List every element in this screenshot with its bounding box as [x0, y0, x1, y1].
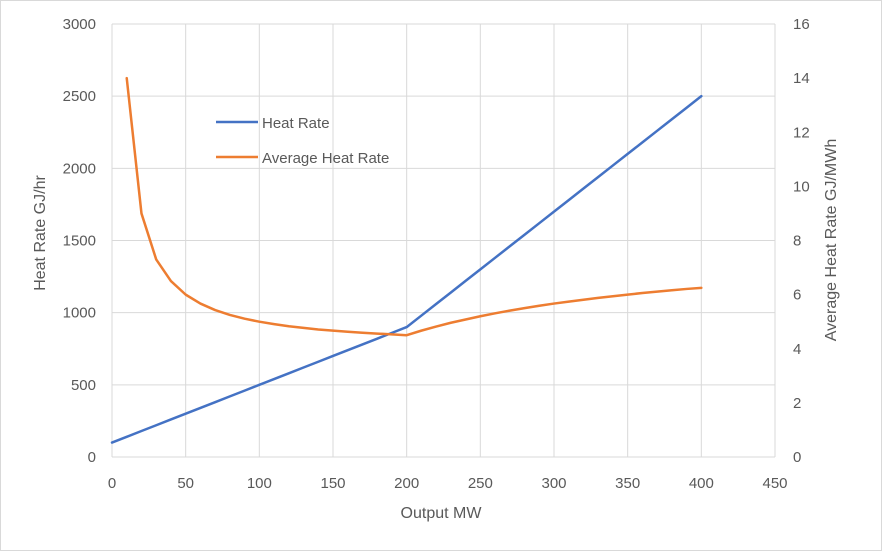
x-tick-label-1: 50 — [177, 475, 194, 492]
x-tick-label-5: 250 — [468, 475, 493, 492]
x-tick-label-0: 0 — [108, 475, 116, 492]
y-tick-labels: 0 500 1000 1500 2000 2500 3000 — [63, 16, 96, 466]
y2-tick-label-3: 6 — [793, 287, 801, 304]
x-tick-label-8: 400 — [689, 475, 714, 492]
y-tick-label-3: 1500 — [63, 233, 96, 250]
y2-tick-label-0: 0 — [793, 449, 801, 466]
y-tick-label-4: 2000 — [63, 160, 96, 177]
y2-tick-label-6: 12 — [793, 124, 810, 141]
y-tick-label-2: 1000 — [63, 305, 96, 322]
y2-tick-label-7: 14 — [793, 70, 810, 87]
y-tick-label-6: 3000 — [63, 16, 96, 33]
y-axis-title: Heat Rate GJ/hr — [32, 175, 49, 291]
grid-lines — [111, 23, 776, 458]
series-lines — [110, 76, 703, 444]
y2-tick-label-8: 16 — [793, 16, 810, 33]
y-tick-label-5: 2500 — [63, 88, 96, 105]
legend: Heat Rate Average Heat Rate — [216, 115, 389, 167]
y2-axis-title: Average Heat Rate GJ/MWh — [823, 139, 840, 341]
y-tick-label-1: 500 — [71, 377, 96, 394]
legend-label-heat-rate: Heat Rate — [262, 115, 330, 132]
x-tick-labels: 0 50 100 150 200 250 300 350 400 450 — [108, 475, 788, 492]
x-axis-title: Output MW — [401, 505, 483, 522]
y2-tick-label-4: 8 — [793, 233, 801, 250]
series-line-average-heat-rate — [125, 76, 703, 337]
y2-tick-label-5: 10 — [793, 178, 810, 195]
y2-tick-labels: 0 2 4 6 8 10 12 14 16 — [793, 16, 810, 466]
x-tick-label-2: 100 — [247, 475, 272, 492]
x-tick-label-7: 350 — [615, 475, 640, 492]
x-tick-label-3: 150 — [320, 475, 345, 492]
x-tick-label-6: 300 — [541, 475, 566, 492]
series-line-heat-rate — [110, 94, 703, 444]
legend-label-average-heat-rate: Average Heat Rate — [262, 150, 389, 167]
y2-tick-label-1: 2 — [793, 395, 801, 412]
x-tick-label-4: 200 — [394, 475, 419, 492]
x-tick-label-9: 450 — [762, 475, 787, 492]
y-tick-label-0: 0 — [88, 449, 96, 466]
y2-tick-label-2: 4 — [793, 341, 801, 358]
